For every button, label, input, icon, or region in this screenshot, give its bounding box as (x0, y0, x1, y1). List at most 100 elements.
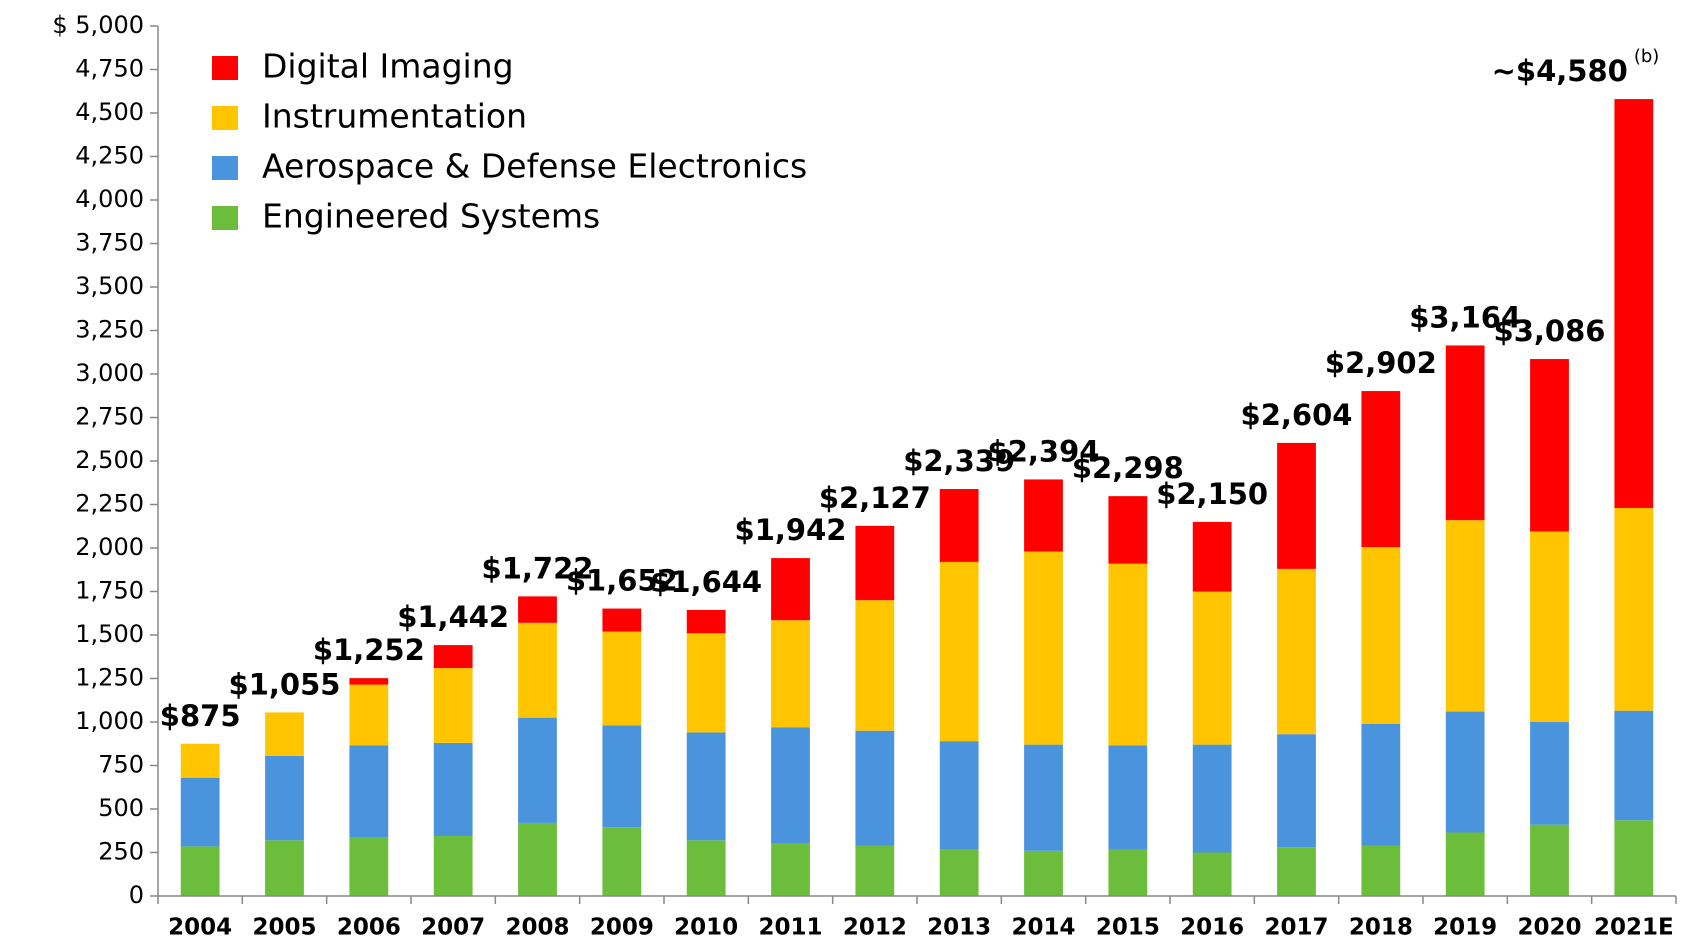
bar-segment (1530, 722, 1569, 825)
y-tick-label: 3,500 (75, 272, 144, 300)
x-tick-label: 2012 (843, 915, 907, 941)
bar-segment (686, 840, 726, 896)
x-tick-label: 2016 (1180, 915, 1244, 941)
bar-segment (939, 561, 979, 742)
total-label: ~$4,580 (1492, 54, 1628, 88)
total-label: $2,127 (819, 481, 931, 515)
total-label: $3,164 (1409, 300, 1521, 334)
y-tick-label: 3,750 (75, 229, 144, 257)
y-tick-label: 3,250 (75, 316, 144, 344)
x-tick-label: 2004 (168, 915, 232, 941)
total-label: $3,086 (1494, 314, 1606, 348)
bar-segment (1614, 507, 1654, 711)
bar-segment (1445, 832, 1485, 896)
bar-segment (518, 717, 557, 823)
x-tick-label: 2019 (1433, 915, 1497, 941)
bar-segment (1277, 568, 1316, 735)
x-tick-label: 2009 (590, 915, 654, 941)
bar-segment (1024, 479, 1063, 552)
total-label: $1,442 (397, 600, 509, 634)
bar-segment (686, 609, 726, 634)
bar-segment (265, 712, 304, 756)
bar-segment (686, 633, 726, 733)
bar-segment (349, 745, 389, 838)
bar-segment (771, 558, 810, 621)
legend-swatch (212, 56, 238, 80)
total-label: $1,652 (566, 564, 678, 598)
bar-segment (1445, 520, 1485, 712)
legend-swatch (212, 206, 238, 230)
bar-segment (265, 840, 304, 896)
x-tick-label: 2020 (1517, 915, 1581, 941)
bar-segment (1024, 850, 1063, 896)
bar-segment (1530, 359, 1569, 532)
bar-segment (1277, 847, 1316, 896)
bar-segment (771, 727, 810, 844)
x-tick-label: 2010 (674, 915, 738, 941)
y-tick-label: $ 5,000 (52, 11, 144, 39)
bar-segment (602, 827, 642, 896)
bar-segment (1614, 99, 1654, 508)
bar-segment (1445, 711, 1485, 833)
y-tick-label: 2,000 (75, 533, 144, 561)
bar-segment (1108, 496, 1148, 564)
bar-segment (1530, 531, 1569, 722)
bar-segment (180, 743, 220, 778)
bar-segment (855, 525, 895, 601)
x-tick-label: 2021E (1594, 915, 1674, 941)
x-tick-label: 2017 (1264, 915, 1328, 941)
total-label: $2,394 (988, 434, 1100, 468)
bar-segment (349, 678, 389, 685)
legend-label: Instrumentation (262, 97, 527, 136)
y-tick-label: 1,000 (75, 707, 144, 735)
x-tick-label: 2014 (1011, 915, 1075, 941)
y-tick-label: 2,250 (75, 490, 144, 518)
bar-segment (855, 845, 895, 896)
annotation: (b) (1634, 46, 1659, 67)
legend-swatch (212, 156, 238, 180)
y-tick-label: 2,750 (75, 403, 144, 431)
bar-segment (939, 849, 979, 896)
bar-segment (180, 846, 220, 896)
bar-segment (855, 600, 895, 731)
bar-segment (939, 489, 979, 562)
y-tick-label: 3,000 (75, 359, 144, 387)
legend-label: Engineered Systems (262, 197, 600, 236)
bar-segment (1192, 591, 1232, 745)
y-tick-label: 1,750 (75, 577, 144, 605)
total-label: $1,722 (482, 551, 594, 585)
y-tick-label: 4,000 (75, 185, 144, 213)
bar-segment (1614, 710, 1654, 821)
total-label: $2,902 (1325, 346, 1437, 380)
y-tick-label: 250 (98, 838, 144, 866)
x-tick-label: 2018 (1349, 915, 1413, 941)
legend-swatch (212, 106, 238, 130)
bar-segment (1192, 744, 1232, 853)
y-tick-label: 0 (129, 881, 144, 909)
bar-segment (1192, 852, 1232, 896)
y-tick-label: 1,250 (75, 664, 144, 692)
bar-segment (1530, 824, 1569, 896)
bar-segment (1361, 845, 1401, 896)
y-tick-label: 2,500 (75, 446, 144, 474)
bar-segment (518, 622, 557, 718)
bar-segment (518, 596, 557, 623)
bar-segment (433, 668, 473, 743)
total-label: $2,339 (903, 444, 1015, 478)
total-label: $2,150 (1156, 477, 1268, 511)
bar-segment (1108, 849, 1148, 896)
bar-segment (349, 837, 389, 896)
bar-segment (180, 777, 220, 847)
bar-segment (771, 620, 810, 728)
total-label: $2,298 (1072, 451, 1184, 485)
y-tick-label: 4,250 (75, 142, 144, 170)
bar-segment (686, 732, 726, 841)
bar-segment (1108, 745, 1148, 850)
bar-segment (602, 608, 642, 632)
x-tick-label: 2005 (252, 915, 316, 941)
y-tick-label: 4,750 (75, 55, 144, 83)
bar-segment (433, 835, 473, 896)
x-tick-label: 2013 (927, 915, 991, 941)
bar-segment (939, 741, 979, 850)
